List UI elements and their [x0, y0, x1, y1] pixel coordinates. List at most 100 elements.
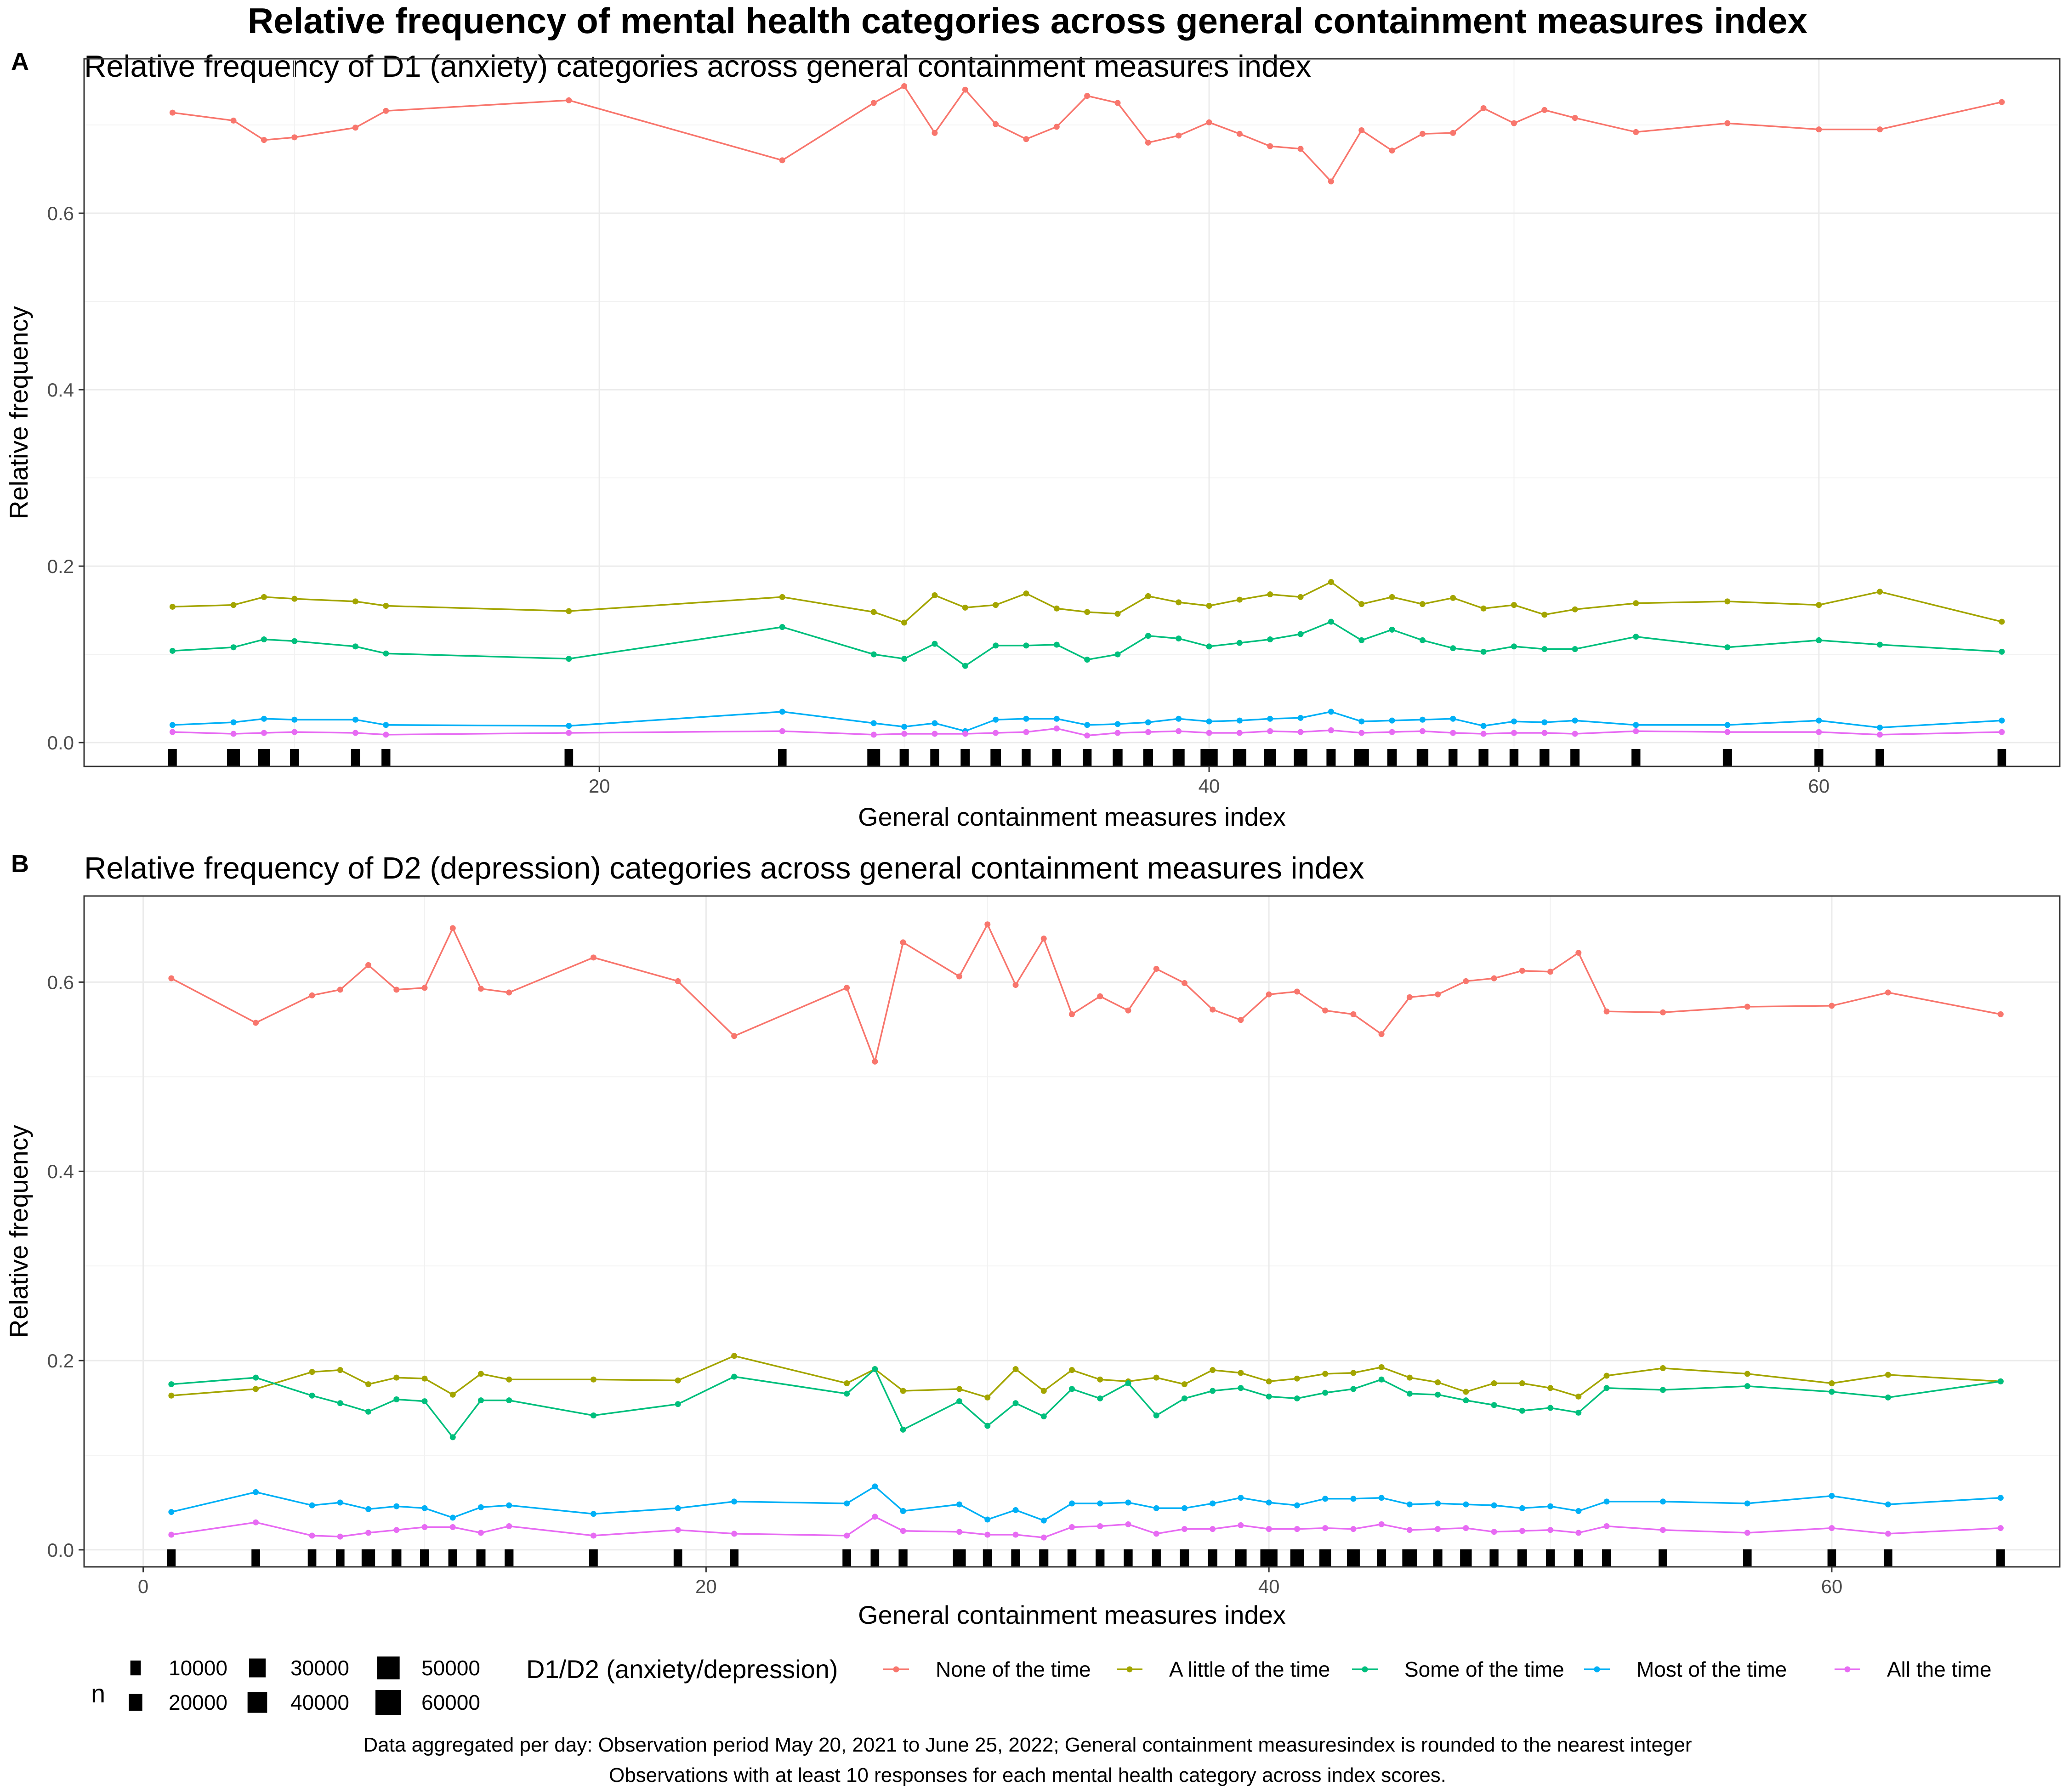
data-point	[1519, 1505, 1525, 1511]
data-point	[393, 1527, 400, 1533]
n-bar	[448, 1549, 457, 1567]
data-point	[1541, 612, 1548, 618]
data-point	[1358, 637, 1365, 643]
n-bar	[1152, 1549, 1161, 1567]
data-point	[1210, 1388, 1216, 1394]
data-point	[1519, 968, 1525, 974]
data-point	[309, 992, 315, 998]
data-point	[1322, 1371, 1329, 1377]
panel-title: Relative frequency of D2 (depression) ca…	[84, 851, 1364, 885]
data-point	[1125, 1007, 1131, 1014]
panel-tag: A	[11, 48, 29, 75]
data-point	[1297, 715, 1304, 721]
data-point	[956, 1501, 963, 1508]
data-point	[900, 1388, 906, 1394]
data-point	[675, 1401, 681, 1407]
data-point	[421, 1505, 428, 1511]
data-point	[1660, 1009, 1666, 1015]
data-point	[1829, 1493, 1835, 1499]
plot-border	[83, 58, 2061, 767]
data-point	[956, 973, 963, 980]
data-point	[1997, 1495, 2004, 1501]
data-point	[1153, 1531, 1159, 1537]
data-point	[1389, 729, 1395, 735]
data-point	[1885, 1372, 1891, 1378]
data-point	[1575, 1530, 1582, 1536]
data-point	[1511, 718, 1517, 725]
size-key-label: 40000	[290, 1690, 349, 1714]
size-key	[375, 1690, 401, 1715]
data-point	[1885, 1501, 1891, 1508]
data-point	[1491, 1529, 1497, 1535]
data-point	[1125, 1521, 1131, 1527]
y-tick-label: 0.4	[47, 1161, 74, 1182]
data-point	[1435, 1500, 1441, 1507]
data-point	[962, 604, 968, 611]
data-point	[1012, 982, 1019, 988]
data-point	[1885, 1394, 1891, 1401]
data-point	[169, 729, 176, 735]
data-point	[352, 125, 358, 131]
series-some-of-the-time	[169, 618, 2005, 669]
data-point	[1114, 721, 1121, 727]
data-point	[731, 1033, 738, 1039]
data-point	[1040, 1388, 1047, 1394]
series-a-little-of-the-time	[169, 579, 2005, 626]
n-bar	[1631, 749, 1641, 766]
data-point	[168, 975, 175, 981]
panel-title: Relative frequency of D1 (anxiety) categ…	[84, 49, 1311, 84]
data-point	[1744, 1004, 1750, 1010]
data-point	[1328, 727, 1334, 733]
data-point	[900, 1426, 906, 1433]
data-point	[1322, 1525, 1329, 1531]
data-point	[1435, 1379, 1441, 1385]
data-point	[1097, 1523, 1103, 1529]
color-key-label: Most of the time	[1636, 1657, 1787, 1681]
data-point	[1145, 139, 1151, 146]
n-bar	[983, 1549, 992, 1567]
n-bar	[1319, 1549, 1331, 1567]
data-point	[566, 97, 572, 103]
data-point	[1053, 715, 1060, 722]
data-point	[1210, 1526, 1216, 1532]
data-point	[1435, 1526, 1441, 1532]
data-point	[1236, 717, 1243, 724]
data-point	[1145, 719, 1151, 726]
data-point	[1238, 1017, 1244, 1023]
data-point	[1176, 715, 1182, 722]
data-point	[1040, 1413, 1047, 1420]
data-point	[1294, 1502, 1300, 1508]
size-key	[249, 1658, 266, 1678]
color-legend-title: D1/D2 (anxiety/depression)	[526, 1655, 838, 1684]
data-point	[1125, 1499, 1131, 1506]
color-key-point	[893, 1666, 899, 1673]
data-point	[844, 1380, 850, 1387]
data-point	[1463, 1397, 1469, 1404]
data-point	[1724, 598, 1731, 605]
n-bar	[990, 749, 1001, 766]
data-point	[506, 1502, 512, 1508]
data-point	[590, 954, 597, 961]
series-all-the-time	[168, 1514, 2004, 1541]
data-point	[590, 1532, 597, 1539]
n-bar	[1814, 749, 1824, 766]
data-point	[477, 1397, 484, 1404]
data-point	[1294, 1375, 1300, 1382]
data-point	[1547, 1503, 1554, 1509]
color-key-point	[1844, 1666, 1851, 1673]
n-bar	[167, 1549, 176, 1567]
data-point	[477, 1504, 484, 1510]
series-line	[172, 85, 2002, 183]
color-key-label: All the time	[1887, 1657, 1992, 1681]
data-point	[477, 1530, 484, 1536]
n-bar	[1346, 1549, 1360, 1567]
sample-size-bars	[167, 1549, 2005, 1567]
data-point	[900, 939, 906, 946]
data-point	[506, 989, 512, 996]
data-point	[1358, 127, 1365, 134]
data-point	[1266, 1378, 1272, 1384]
data-point	[1267, 591, 1273, 598]
data-point	[993, 642, 999, 649]
data-point	[870, 651, 877, 658]
data-point	[1463, 978, 1469, 984]
